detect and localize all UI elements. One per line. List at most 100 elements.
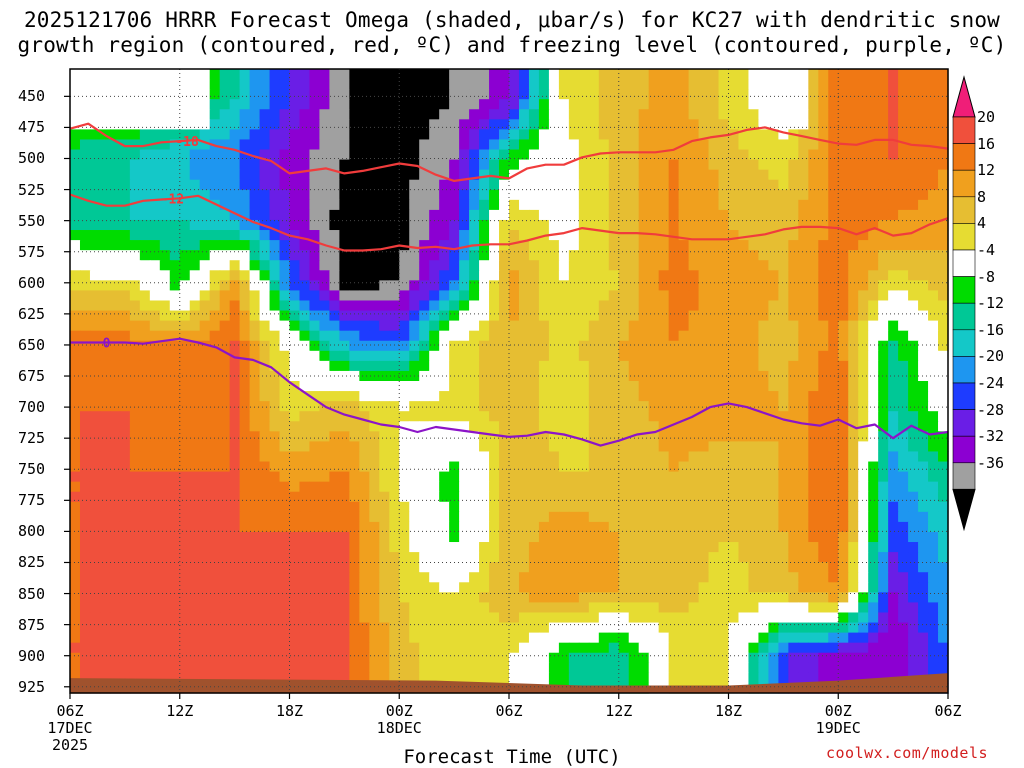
omega-cell [199, 471, 211, 483]
omega-cell [189, 310, 201, 322]
omega-cell [778, 401, 789, 412]
omega-cell [169, 199, 181, 211]
omega-cell [728, 381, 740, 392]
omega-cell [339, 199, 350, 211]
omega-cell [868, 391, 879, 402]
omega-cell [189, 69, 201, 80]
omega-cell [109, 622, 121, 634]
omega-cell [888, 612, 899, 624]
omega-cell [509, 592, 520, 604]
omega-cell [409, 109, 420, 120]
omega-cell [608, 572, 620, 583]
omega-cell [578, 290, 590, 302]
omega-cell [908, 219, 919, 231]
omega-cell [449, 391, 460, 402]
omega-cell [658, 240, 670, 251]
omega-cell [788, 280, 799, 292]
omega-cell [928, 531, 939, 543]
omega-cell [518, 209, 530, 221]
omega-cell [668, 69, 680, 80]
omega-cell [159, 270, 171, 281]
omega-cell [698, 119, 710, 130]
omega-cell [588, 411, 600, 422]
omega-cell [928, 250, 939, 261]
omega-cell [858, 622, 869, 634]
omega-cell [768, 149, 779, 161]
omega-cell [249, 270, 261, 281]
omega-cell [688, 330, 700, 342]
omega-cell [289, 209, 301, 221]
omega-cell [219, 511, 231, 523]
omega-cell [728, 310, 740, 322]
omega-cell [798, 139, 809, 151]
omega-cell [688, 592, 700, 604]
omega-cell [79, 89, 91, 100]
omega-cell [509, 491, 520, 503]
omega-cell [758, 562, 770, 573]
omega-cell [598, 562, 610, 573]
omega-cell [648, 562, 660, 573]
omega-cell [499, 360, 510, 372]
omega-cell [578, 89, 590, 100]
omega-cell [868, 250, 879, 261]
omega-cell [728, 169, 740, 181]
omega-cell [678, 310, 690, 322]
omega-cell [229, 300, 241, 312]
omega-cell [319, 360, 331, 372]
omega-cell [379, 360, 390, 372]
omega-cell [808, 562, 819, 573]
omega-cell [888, 391, 899, 402]
omega-cell [369, 451, 380, 463]
omega-cell [99, 250, 111, 261]
omega-cell [139, 602, 151, 614]
omega-cell [768, 280, 779, 292]
omega-cell [469, 612, 480, 624]
omega-cell [518, 290, 530, 302]
omega-cell [788, 89, 799, 100]
omega-cell [608, 471, 620, 483]
omega-cell [279, 431, 291, 442]
omega-cell [588, 582, 600, 593]
omega-cell [189, 129, 201, 141]
omega-cell [279, 471, 291, 483]
omega-cell [319, 602, 331, 614]
omega-cell [818, 622, 829, 634]
omega-cell [249, 391, 261, 402]
omega-cell [838, 79, 849, 90]
omega-cell [738, 562, 750, 573]
omega-cell [598, 612, 610, 624]
omega-cell [299, 109, 311, 120]
omega-cell [79, 209, 91, 221]
omega-cell [518, 531, 530, 543]
omega-cell [788, 542, 799, 553]
omega-cell [489, 552, 500, 563]
omega-cell [499, 199, 510, 211]
omega-cell [509, 159, 520, 171]
omega-cell [89, 300, 101, 312]
omega-cell [289, 431, 301, 442]
omega-cell [518, 491, 530, 503]
omega-cell [489, 381, 500, 392]
omega-cell [309, 572, 321, 583]
omega-cell [209, 401, 221, 412]
omega-cell [79, 461, 91, 473]
omega-cell [109, 411, 121, 422]
omega-cell [99, 461, 111, 473]
omega-cell [149, 159, 161, 171]
omega-cell [499, 230, 510, 241]
omega-cell [868, 401, 879, 412]
omega-cell [79, 340, 91, 352]
omega-cell [758, 169, 770, 181]
omega-cell [309, 511, 321, 523]
omega-cell [179, 320, 191, 332]
omega-cell [528, 562, 540, 573]
omega-cell [868, 189, 879, 201]
omega-cell [528, 381, 540, 392]
omega-cell [528, 310, 540, 322]
omega-cell [578, 471, 590, 483]
omega-cell [878, 542, 889, 553]
omega-cell [419, 69, 430, 80]
omega-cell [139, 79, 151, 90]
omega-cell [888, 310, 899, 322]
omega-cell [898, 99, 909, 110]
